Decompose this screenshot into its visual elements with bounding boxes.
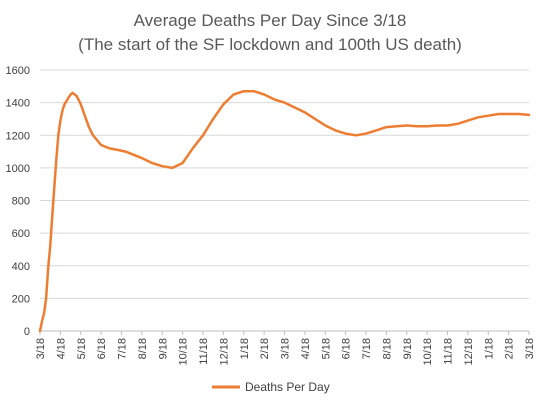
x-tick-label: 7/18 xyxy=(117,338,129,359)
x-tick-label: 11/18 xyxy=(198,338,210,365)
y-tick-label: 1000 xyxy=(6,163,30,175)
legend-label: Deaths Per Day xyxy=(245,380,330,394)
series-line-deaths-per-day xyxy=(38,89,531,333)
x-tick-label: 6/18 xyxy=(341,338,353,359)
y-tick-label: 400 xyxy=(12,261,30,273)
x-tick-label: 6/18 xyxy=(96,338,108,359)
chart-title: Average Deaths Per Day Since 3/18 xyxy=(134,11,407,30)
x-tick-label: 12/18 xyxy=(463,338,475,366)
x-tick-label: 5/18 xyxy=(76,338,88,359)
chart-subtitle: (The start of the SF lockdown and 100th … xyxy=(78,35,462,54)
y-tick-label: 1600 xyxy=(6,65,30,77)
x-tick-label: 2/18 xyxy=(504,338,516,359)
y-tick-label: 0 xyxy=(24,326,30,338)
x-tick-label: 9/18 xyxy=(157,338,169,359)
y-tick-label: 200 xyxy=(12,293,30,305)
x-tick-label: 8/18 xyxy=(381,338,393,359)
x-tick-label: 10/18 xyxy=(178,338,190,366)
x-tick-label: 2/18 xyxy=(259,338,271,359)
y-tick-label: 1200 xyxy=(6,130,30,142)
x-tick-label: 3/18 xyxy=(524,338,536,359)
y-tick-label: 600 xyxy=(12,228,30,240)
x-tick-label: 1/18 xyxy=(239,338,251,359)
x-tick-label: 12/18 xyxy=(218,338,230,366)
x-tick-label: 10/18 xyxy=(422,338,434,366)
x-tick-label: 9/18 xyxy=(402,338,414,359)
x-tick-label: 1/18 xyxy=(483,338,495,359)
x-tick-label: 5/18 xyxy=(320,338,332,359)
x-tick-label: 4/18 xyxy=(300,338,312,359)
y-axis: 0 200 400 600 800 1000 1200 1400 1600 xyxy=(6,65,30,338)
x-tick-label: 3/18 xyxy=(35,338,47,359)
x-axis: 3/18 4/18 5/18 6/18 7/18 8/18 9/18 10/18 11/18 12… xyxy=(35,331,536,366)
x-tick-label: 11/18 xyxy=(443,338,455,365)
legend: Deaths Per Day xyxy=(212,380,330,394)
series-group xyxy=(38,89,531,333)
x-tick-label: 4/18 xyxy=(55,338,67,359)
x-tick-label: 3/18 xyxy=(280,338,292,359)
x-tick-label: 8/18 xyxy=(137,338,149,359)
y-tick-label: 1400 xyxy=(6,98,30,110)
x-tick-label: 7/18 xyxy=(361,338,373,359)
y-tick-label: 800 xyxy=(12,196,30,208)
